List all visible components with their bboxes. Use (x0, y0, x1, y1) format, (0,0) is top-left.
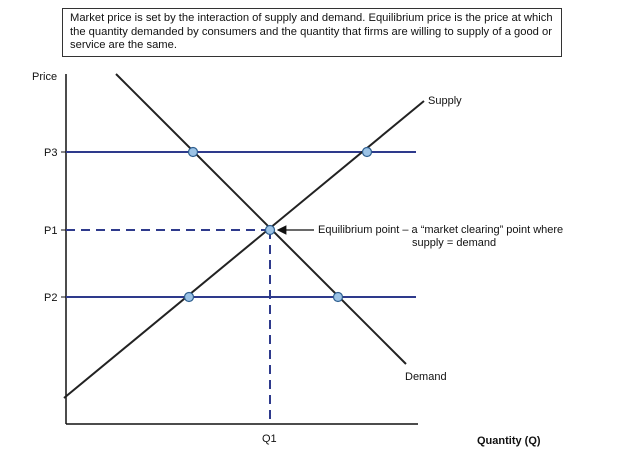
marker-p2-supply (183, 291, 195, 303)
demand-curve (115, 73, 407, 365)
price-label-p1: P1 (44, 225, 57, 237)
x-axis-label: Quantity (Q) (477, 435, 541, 447)
supply-label: Supply (428, 95, 462, 107)
quantity-label-q1: Q1 (262, 433, 277, 445)
demand-label: Demand (405, 371, 447, 383)
marker-p3-demand (187, 146, 199, 158)
marker-equilibrium (264, 224, 276, 236)
annotation-line-1: Equilibrium point – a “market clearing” … (318, 224, 563, 236)
marker-p2-demand (332, 291, 344, 303)
price-label-p3: P3 (44, 147, 57, 159)
y-axis-label: Price (32, 71, 57, 83)
marker-p3-supply (361, 146, 373, 158)
supply-curve (63, 100, 425, 399)
description-box: Market price is set by the interaction o… (62, 8, 562, 57)
price-label-p2: P2 (44, 292, 57, 304)
annotation-line-2: supply = demand (412, 237, 496, 249)
